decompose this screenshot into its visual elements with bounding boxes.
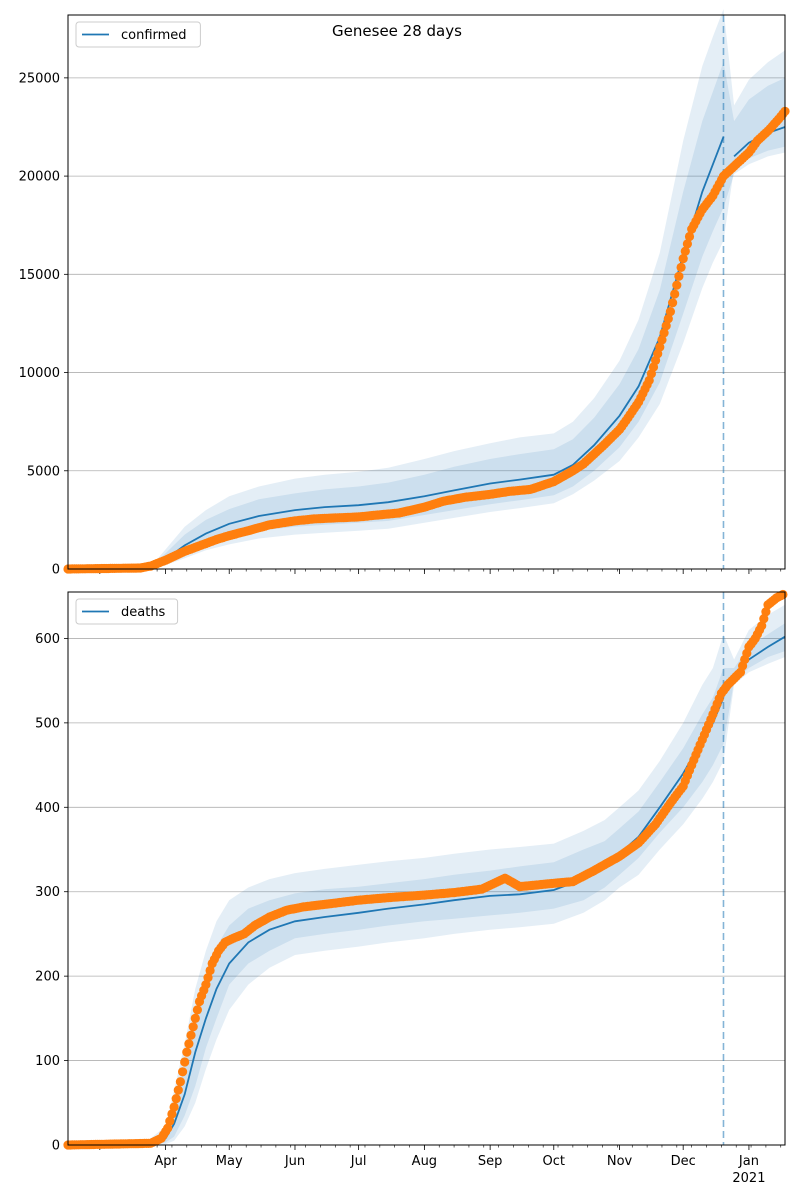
observed-point [173, 1085, 183, 1095]
plot-frame [67, 591, 786, 1146]
observed-point [201, 980, 211, 990]
observed-point [167, 1109, 177, 1119]
observed-point [203, 973, 213, 983]
uncertainty-band [68, 9, 785, 570]
y-tick-label: 20000 [19, 170, 60, 185]
observed-point [188, 1022, 198, 1032]
observed-point [169, 1102, 179, 1112]
uncertainty-band [68, 62, 785, 569]
model-line [68, 697, 725, 1146]
y-tick-label: 5000 [27, 464, 60, 479]
legend: confirmed [75, 21, 201, 48]
y-tick-label: 0 [52, 563, 60, 578]
observed-point [659, 328, 669, 338]
observed-point [165, 1116, 175, 1126]
legend-label: confirmed [121, 28, 187, 43]
y-tick-label: 10000 [19, 366, 60, 381]
observed-point [184, 1039, 194, 1049]
observed-point [171, 1094, 181, 1104]
deaths-panel: 0 100 200 300 400 500 600 Apr May Jun Jul Aug Sep Oct… [35, 589, 788, 1186]
x-tick-label: Oct [543, 1154, 565, 1169]
y-tick-label: 15000 [19, 268, 60, 283]
observed-point [190, 1013, 200, 1024]
observed-point [670, 289, 680, 299]
observed-point [672, 280, 682, 290]
observed-point [759, 614, 769, 624]
x-tick-label: May [216, 1154, 243, 1169]
observed-point [655, 342, 665, 352]
x-tick-label: Nov [607, 1154, 633, 1169]
legend-box [75, 21, 201, 48]
observed-point [678, 254, 688, 264]
y-tick-label: 500 [35, 716, 60, 731]
observed-point [180, 1057, 190, 1067]
legend-box [75, 598, 179, 625]
y-tick-label: 25000 [19, 71, 60, 86]
observed-point [661, 321, 671, 331]
observed-point [178, 1067, 188, 1077]
observed-point [665, 307, 676, 317]
observed-point [757, 621, 767, 631]
y-tick-label: 0 [52, 1139, 60, 1154]
plot-frame [67, 14, 786, 570]
y-tick-label: 400 [35, 801, 60, 816]
observed-point [778, 589, 788, 600]
uncertainty-band [68, 623, 785, 1145]
x-year-label: 2021 [732, 1171, 765, 1186]
figure-title: Genesee 28 days [332, 22, 462, 40]
observed-point [186, 1030, 196, 1040]
uncertainty-band [68, 604, 785, 1145]
y-tick-label: 200 [35, 970, 60, 985]
observed-point [175, 1077, 185, 1087]
legend: deaths [75, 598, 179, 625]
legend-label: deaths [121, 605, 166, 620]
x-tick-label: Jan [738, 1154, 759, 1169]
x-tick-label: Sep [478, 1154, 503, 1169]
x-tick-label: Jul [350, 1154, 367, 1169]
x-tick-label: Aug [412, 1154, 437, 1169]
observed-point [674, 271, 684, 281]
observed-point [192, 1005, 202, 1015]
y-tick-label: 600 [35, 632, 60, 647]
observed-point [657, 335, 667, 345]
observed-point [676, 262, 686, 272]
observed-point [663, 314, 673, 324]
observed-point [163, 1123, 173, 1133]
observed-point [761, 607, 771, 617]
x-tick-label: Dec [671, 1154, 696, 1169]
observed-point [684, 231, 695, 242]
observed-point [680, 246, 690, 256]
confirmed-panel: 0 5000 10000 15000 20000 25000 confirmed [19, 9, 790, 578]
observed-point [682, 239, 693, 249]
x-tick-label: Jun [284, 1154, 305, 1169]
y-tick-label: 300 [35, 885, 60, 900]
observed-point [668, 298, 678, 308]
observed-point [205, 965, 215, 976]
y-tick-label: 100 [35, 1054, 60, 1069]
observed-point [182, 1047, 192, 1057]
x-tick-label: Apr [154, 1154, 177, 1169]
